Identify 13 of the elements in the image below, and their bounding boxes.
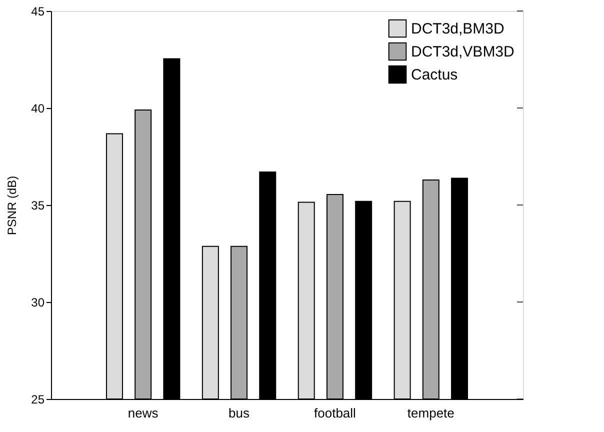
legend-label: DCT3d,BM3D: [411, 20, 505, 38]
x-tick-label: bus: [228, 406, 250, 420]
y-tick-label: 35: [31, 198, 45, 212]
x-tick-label: tempete: [407, 406, 454, 420]
x-tick-label: football: [314, 406, 356, 420]
x-tick-label: news: [128, 406, 159, 420]
y-axis-title: PSNR (dB): [5, 176, 20, 236]
legend-label: DCT3d,VBM3D: [411, 44, 515, 60]
y-tick-label: 40: [31, 102, 45, 116]
y-tick-label: 30: [31, 296, 45, 310]
legend-label: Cactus: [411, 66, 458, 84]
y-tick-label: 45: [31, 4, 45, 18]
y-tick-label: 25: [31, 392, 45, 406]
